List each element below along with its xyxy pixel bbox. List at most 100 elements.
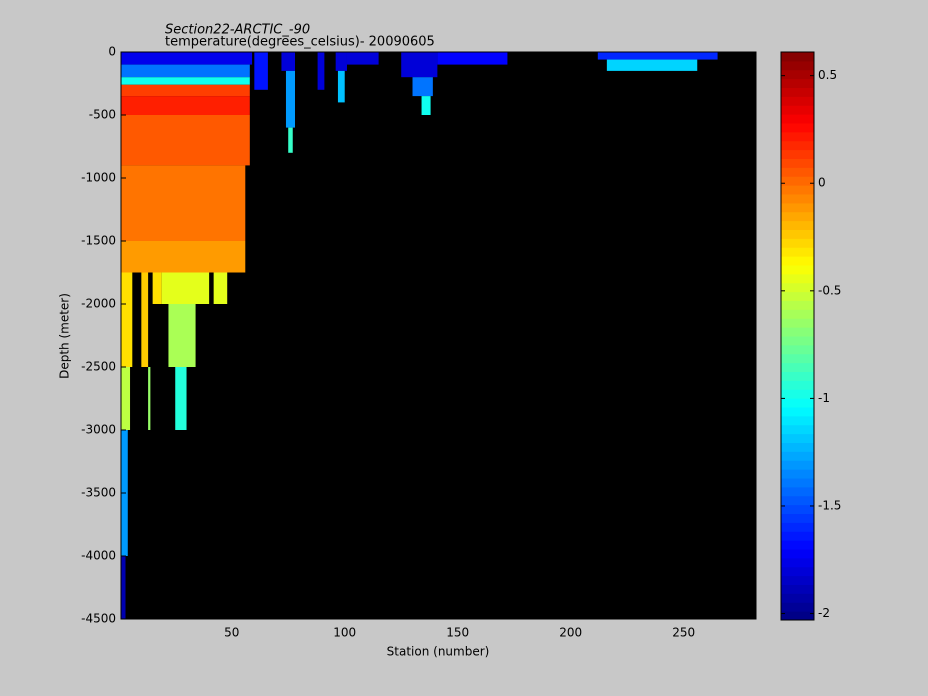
heatmap-cell xyxy=(346,52,379,65)
colorbar-step xyxy=(781,105,814,115)
y-tick-label: -4000 xyxy=(81,549,116,563)
heatmap-cell xyxy=(337,70,345,103)
colorbar-step xyxy=(781,158,814,168)
colorbar-step xyxy=(781,202,814,213)
colorbar-step xyxy=(781,415,814,426)
colorbar-step xyxy=(781,211,814,222)
colorbar-step xyxy=(781,114,814,124)
x-tick-label: 200 xyxy=(559,626,582,640)
colorbar-step xyxy=(781,52,814,62)
colorbar-step xyxy=(781,424,814,435)
colorbar-step xyxy=(781,513,814,523)
colorbar-step xyxy=(781,469,814,479)
y-axis-label: Depth (meter) xyxy=(58,293,72,379)
heatmap-cell xyxy=(437,52,508,65)
heatmap-cell xyxy=(121,556,126,619)
colorbar-step xyxy=(781,522,814,532)
colorbar-step xyxy=(781,593,814,603)
colorbar-step xyxy=(781,557,814,568)
heatmap-cell xyxy=(317,52,325,90)
heatmap-cell xyxy=(121,77,250,85)
colorbar-tick-label: 0.5 xyxy=(818,68,837,82)
heatmap-cell xyxy=(121,64,250,78)
colorbar-step xyxy=(781,549,814,559)
colorbar-step xyxy=(781,433,814,443)
colorbar-step xyxy=(781,478,814,488)
heatmap-cell xyxy=(168,304,196,367)
x-tick-label: 250 xyxy=(672,626,695,640)
x-axis-label: Station (number) xyxy=(387,645,490,659)
colorbar-step xyxy=(781,291,814,301)
colorbar-step xyxy=(781,460,814,470)
colorbar-step xyxy=(781,309,814,319)
colorbar-step xyxy=(781,229,814,239)
colorbar-step xyxy=(781,504,814,514)
colorbar-step xyxy=(781,318,814,328)
colorbar-tick-label: -0.5 xyxy=(818,283,841,297)
colorbar-step xyxy=(781,87,814,97)
heatmap-cell xyxy=(161,272,210,304)
colorbar-tick-label: -1.5 xyxy=(818,498,841,512)
colorbar-step xyxy=(781,78,814,88)
colorbar-step xyxy=(781,265,814,275)
heatmap-cell xyxy=(285,70,296,128)
heatmap-cell xyxy=(121,367,131,430)
heatmap-cell xyxy=(152,272,162,304)
colorbar-tick-label: 0 xyxy=(818,176,826,190)
colorbar-frame xyxy=(780,51,815,621)
colorbar-step xyxy=(781,531,814,541)
y-tick-label: -2500 xyxy=(81,360,116,374)
colorbar-step xyxy=(781,371,814,381)
colorbar-step xyxy=(781,149,814,159)
heatmap-cell xyxy=(121,115,250,166)
heatmap-cell xyxy=(213,272,228,304)
colorbar-step xyxy=(781,247,814,257)
colorbar-tick-label: -2 xyxy=(818,606,830,620)
colorbar-step xyxy=(781,584,814,594)
heatmap-cell xyxy=(281,52,296,71)
heatmap-cell xyxy=(288,127,293,153)
heatmap-cell xyxy=(121,272,133,367)
heatmap-cell xyxy=(121,165,246,241)
colorbar-step xyxy=(781,60,814,71)
colorbar-step xyxy=(781,123,814,133)
colorbar-step xyxy=(781,566,814,577)
heatmap-cell xyxy=(141,272,149,367)
x-tick-label: 50 xyxy=(224,626,239,640)
y-tick-label: -3500 xyxy=(81,486,116,500)
colorbar-step xyxy=(781,602,814,612)
heatmap-cell xyxy=(254,52,268,90)
colorbar-step xyxy=(781,380,814,390)
heatmap-cell xyxy=(121,241,246,273)
colorbar-step xyxy=(781,327,814,337)
heatmap-cell xyxy=(121,96,250,115)
chart-subtitle: temperature(degrees_celsius)- 20090605 xyxy=(165,35,435,50)
heatmap-cell xyxy=(597,52,718,60)
colorbar-step xyxy=(781,398,814,408)
heatmap-cell xyxy=(175,367,187,430)
colorbar-step xyxy=(781,300,814,310)
colorbar-step xyxy=(781,495,814,506)
colorbar-step xyxy=(781,69,814,80)
heatmap-cell xyxy=(121,52,253,65)
colorbar-step xyxy=(781,442,814,452)
colorbar-step xyxy=(781,611,814,621)
y-tick-label: -3000 xyxy=(81,423,116,437)
colorbar-step xyxy=(781,451,814,461)
chart-title: Section22-ARCTIC_-90 xyxy=(165,23,310,38)
colorbar-step xyxy=(781,185,814,195)
y-tick-label: -2000 xyxy=(81,297,116,311)
colorbar-step xyxy=(781,194,814,204)
colorbar-step xyxy=(781,540,814,550)
colorbar-step xyxy=(781,389,814,399)
y-tick-label: -4500 xyxy=(81,612,116,626)
y-tick-label: -1000 xyxy=(81,171,116,185)
colorbar-tick-label: -1 xyxy=(818,391,830,405)
heatmap-cell xyxy=(401,52,438,78)
colorbar-step xyxy=(781,353,814,364)
colorbar-step xyxy=(781,282,814,293)
colorbar-step xyxy=(781,140,814,151)
colorbar-step xyxy=(781,362,814,372)
colorbar-step xyxy=(781,486,814,497)
